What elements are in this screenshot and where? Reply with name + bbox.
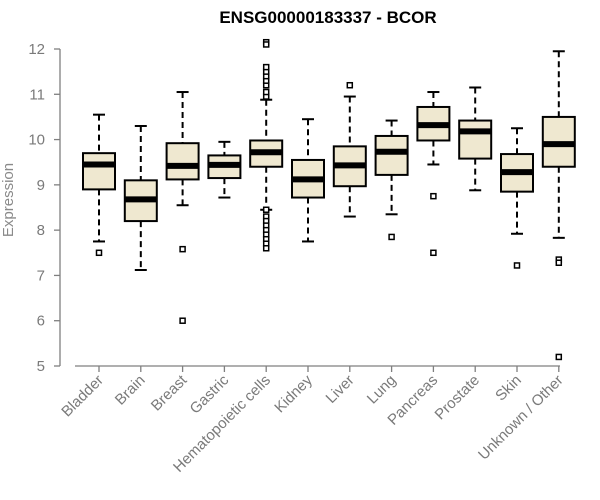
outlier-point bbox=[179, 317, 186, 324]
outlier-point bbox=[179, 245, 186, 253]
outlier-point bbox=[430, 192, 437, 200]
x-tick-label: Skin bbox=[492, 372, 525, 405]
iqr-box bbox=[165, 142, 200, 181]
outlier-point bbox=[430, 249, 437, 257]
y-tick-label: 11 bbox=[29, 86, 45, 103]
x-tick-label: Lung bbox=[364, 372, 400, 408]
box-breast bbox=[165, 91, 200, 324]
y-tick-label: 5 bbox=[37, 358, 45, 375]
x-tick-label: Breast bbox=[148, 371, 191, 414]
outlier-point bbox=[262, 88, 270, 96]
box-lung bbox=[374, 119, 409, 241]
iqr-box bbox=[82, 152, 116, 191]
y-tick-label: 7 bbox=[37, 267, 45, 284]
outlier-point bbox=[555, 259, 563, 266]
boxes bbox=[82, 38, 576, 361]
box-skin bbox=[500, 127, 534, 269]
outlier-point bbox=[555, 353, 563, 361]
iqr-box bbox=[458, 119, 493, 160]
iqr-box bbox=[374, 134, 409, 176]
box-liver bbox=[332, 81, 367, 218]
x-tick-label: Brain bbox=[112, 372, 149, 409]
outlier-point bbox=[262, 41, 270, 48]
y-tick-label: 6 bbox=[37, 313, 45, 330]
box-brain bbox=[123, 124, 158, 271]
outlier-point bbox=[388, 233, 395, 241]
outlier-point bbox=[262, 206, 270, 214]
outlier-point bbox=[95, 249, 103, 257]
y-tick-label: 9 bbox=[37, 177, 45, 194]
y-tick-label: 12 bbox=[28, 41, 45, 58]
y-tick-label: 8 bbox=[37, 222, 45, 239]
outlier-point bbox=[262, 245, 270, 252]
y-tick-label: 10 bbox=[28, 132, 45, 149]
outlier-point bbox=[513, 262, 521, 269]
y-ticks: 5 6 7 8 9 10 11 12 bbox=[28, 41, 60, 375]
x-tick-label: Liver bbox=[323, 372, 358, 407]
box-pancreas bbox=[416, 91, 451, 257]
box-prostate bbox=[458, 86, 493, 192]
outlier-point bbox=[346, 81, 354, 89]
x-tick-label: Prostate bbox=[431, 372, 483, 424]
y-axis-label: Expression bbox=[0, 163, 17, 237]
x-tick-label: Kidney bbox=[271, 371, 316, 416]
box-bladder bbox=[82, 113, 116, 257]
x-tick-label: Bladder bbox=[58, 372, 107, 421]
box-kidney bbox=[291, 118, 325, 243]
box-unknown-other bbox=[541, 50, 576, 361]
box-gastric bbox=[207, 140, 242, 199]
box-hematopoietic-cells bbox=[249, 38, 284, 252]
outlier-point bbox=[262, 63, 270, 71]
chart-title: ENSG00000183337 - BCOR bbox=[219, 8, 436, 27]
